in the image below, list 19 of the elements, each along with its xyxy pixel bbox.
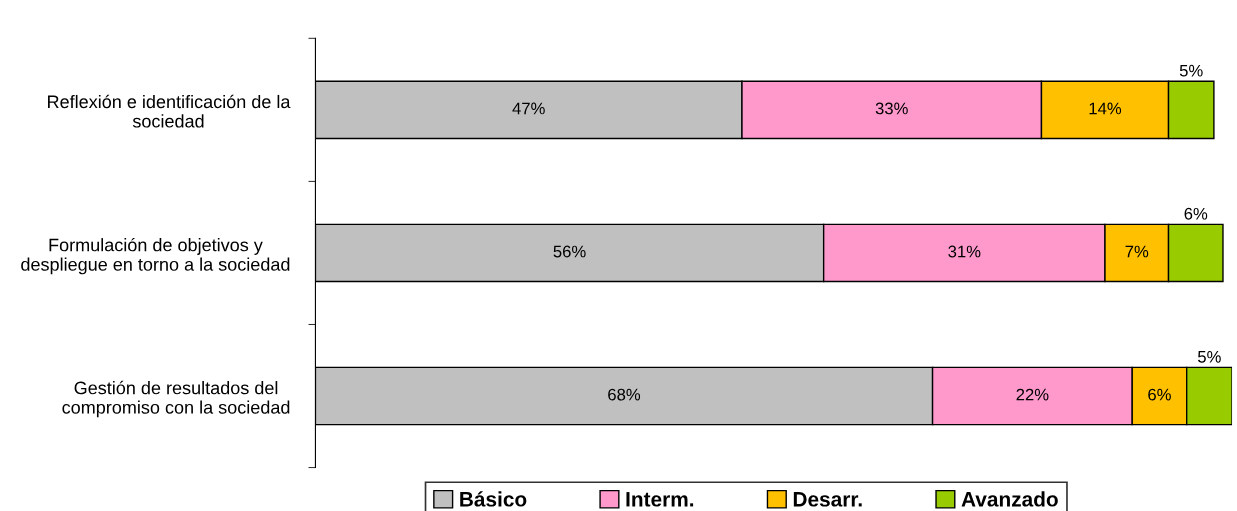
y-tick-label: Reflexión e identificación de la sociedad — [48, 94, 291, 128]
data-label: 31% — [948, 245, 981, 258]
legend-label: Avanzado — [961, 491, 1058, 507]
legend-label: Desarr. — [793, 492, 862, 507]
data-label: 6% — [1184, 207, 1208, 220]
legend-label: Interm. — [626, 492, 694, 507]
data-label: 56% — [553, 245, 586, 258]
data-label: 7% — [1125, 245, 1149, 258]
legend-label: Básico — [460, 491, 527, 507]
data-label: 22% — [1016, 388, 1049, 401]
data-label: 6% — [1148, 388, 1171, 401]
y-tick-label: Gestión de resultados del compromiso con la sociedad — [62, 380, 290, 418]
data-label: 47% — [512, 102, 545, 115]
data-label: 5% — [1197, 351, 1221, 363]
data-label: 68% — [608, 388, 641, 401]
y-tick-label: Formulación de objetivos y despliegue en torno a la sociedad — [21, 237, 290, 275]
data-label: 5% — [1179, 64, 1203, 77]
data-label: 14% — [1089, 102, 1122, 115]
data-label: 33% — [875, 102, 908, 115]
